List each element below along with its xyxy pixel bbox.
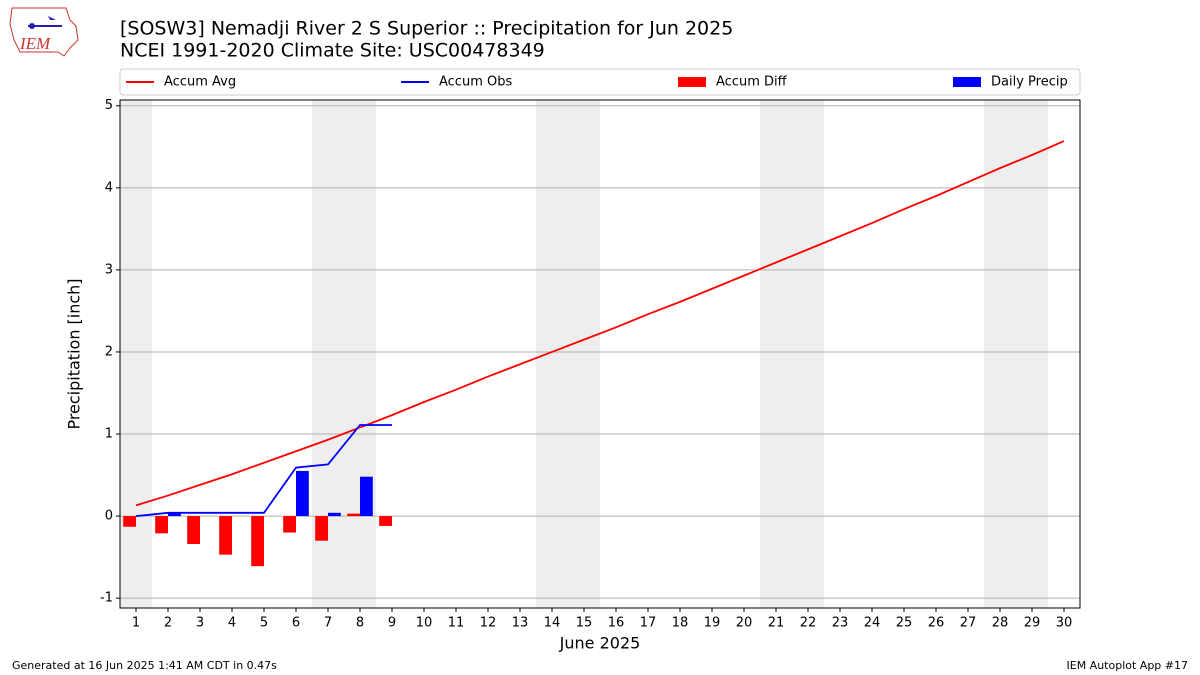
- bar: [379, 516, 392, 526]
- x-tick-label: 7: [324, 616, 332, 631]
- weekend-shade: [568, 100, 600, 608]
- logo: IEM: [9, 7, 79, 57]
- y-tick-label: 5: [105, 98, 113, 113]
- bar: [347, 513, 360, 517]
- bar: [123, 516, 136, 527]
- bar: [283, 516, 296, 533]
- x-tick-label: 4: [228, 616, 236, 631]
- x-tick-label: 28: [992, 616, 1009, 631]
- legend-swatch: [953, 77, 981, 87]
- footer-left: Generated at 16 Jun 2025 1:41 AM CDT in …: [12, 659, 277, 672]
- y-tick-label: 0: [105, 509, 113, 524]
- x-tick-label: 29: [1024, 616, 1041, 631]
- y-tick-label: 1: [105, 427, 113, 442]
- x-tick-label: 21: [768, 616, 785, 631]
- legend-label: Daily Precip: [991, 75, 1068, 90]
- weekend-shade: [792, 100, 824, 608]
- x-tick-label: 30: [1056, 616, 1073, 631]
- x-tick-label: 13: [512, 616, 529, 631]
- x-tick-label: 11: [448, 616, 465, 631]
- x-tick-label: 20: [736, 616, 753, 631]
- x-tick-label: 14: [544, 616, 561, 631]
- line-series: [135, 140, 1065, 507]
- x-tick-label: 17: [640, 616, 657, 631]
- plot-frame: [119, 99, 1081, 609]
- x-tick-label: 19: [704, 616, 721, 631]
- line-series: [135, 424, 392, 517]
- x-tick-label: 3: [196, 616, 204, 631]
- chart-subtitle: NCEI 1991-2020 Climate Site: USC00478349: [120, 40, 545, 62]
- x-tick-label: 12: [480, 616, 497, 631]
- weekend-shade: [536, 100, 568, 608]
- y-tick-label: 4: [105, 180, 113, 195]
- legend-label: Accum Avg: [164, 75, 236, 90]
- legend-swatch: [678, 77, 706, 87]
- x-tick-label: 18: [672, 616, 689, 631]
- legend-label: Accum Diff: [716, 75, 788, 90]
- x-axis-label: June 2025: [559, 634, 641, 653]
- legend-box: [119, 68, 1081, 96]
- x-tick-label: 25: [896, 616, 913, 631]
- weekend-shade: [984, 100, 1016, 608]
- footer-right: IEM Autoplot App #17: [1067, 659, 1189, 672]
- y-tick-label: -1: [100, 591, 113, 606]
- x-tick-label: 22: [800, 616, 817, 631]
- legend-label: Accum Obs: [439, 75, 512, 90]
- x-tick-label: 9: [388, 616, 396, 631]
- weekend-shade: [344, 100, 376, 608]
- bar: [168, 512, 181, 517]
- x-tick-label: 6: [292, 616, 300, 631]
- y-tick-label: 2: [105, 344, 113, 359]
- bar: [155, 516, 168, 534]
- bar: [315, 516, 328, 541]
- x-tick-label: 5: [260, 616, 268, 631]
- y-tick-label: 3: [105, 262, 113, 277]
- bar: [219, 516, 232, 555]
- bar: [296, 470, 309, 517]
- bar: [360, 476, 373, 517]
- logo-text: IEM: [19, 34, 51, 53]
- bar: [187, 516, 200, 544]
- x-tick-label: 23: [832, 616, 849, 631]
- x-tick-label: 8: [356, 616, 364, 631]
- x-tick-label: 15: [576, 616, 593, 631]
- x-tick-label: 27: [960, 616, 977, 631]
- chart-title: [SOSW3] Nemadji River 2 S Superior :: Pr…: [120, 18, 733, 40]
- bar: [328, 512, 341, 517]
- x-tick-label: 10: [416, 616, 433, 631]
- bar: [251, 516, 264, 567]
- x-tick-label: 16: [608, 616, 625, 631]
- weekend-shade: [760, 100, 792, 608]
- x-tick-label: 1: [132, 616, 140, 631]
- weekend-shade: [120, 100, 152, 608]
- x-tick-label: 26: [928, 616, 945, 631]
- x-tick-label: 24: [864, 616, 881, 631]
- y-axis-label: Precipitation [inch]: [65, 278, 84, 429]
- weekend-shade: [1016, 100, 1048, 608]
- x-tick-label: 2: [164, 616, 172, 631]
